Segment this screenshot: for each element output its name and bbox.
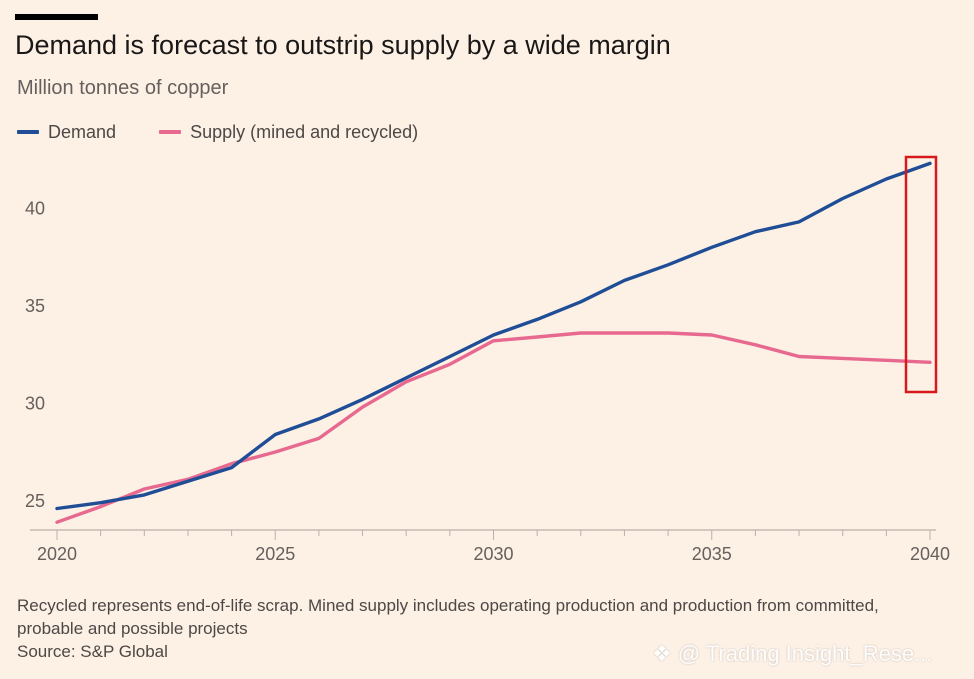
diamond-logo-icon: ❖ — [652, 641, 672, 666]
chart-footnote: Recycled represents end-of-life scrap. M… — [17, 596, 879, 638]
demand-line — [55, 161, 932, 511]
chart-axes: 2020 2025 2030 2035 2040 25 30 35 40 — [25, 198, 950, 564]
watermark: ❖ @ Trading Insight_Rese... — [652, 641, 932, 667]
legend-item-demand: Demand — [17, 122, 116, 143]
chart-title: Demand is forecast to outstrip supply by… — [15, 30, 671, 60]
supply-line — [55, 331, 932, 524]
y-tick-label: 25 — [25, 491, 45, 511]
legend: Demand Supply (mined and recycled) — [17, 118, 456, 143]
x-tick-label: 2025 — [255, 544, 295, 564]
legend-swatch-supply — [159, 130, 182, 134]
legend-item-supply: Supply (mined and recycled) — [159, 122, 418, 143]
legend-swatch-demand — [17, 130, 39, 134]
x-tick-label: 2020 — [37, 544, 77, 564]
chart-subtitle: Million tonnes of copper — [17, 77, 229, 99]
x-tick-label: 2040 — [910, 544, 950, 564]
legend-label-demand: Demand — [48, 121, 117, 142]
header-bar — [15, 14, 98, 20]
highlight-box — [904, 155, 938, 394]
watermark-text: @ Trading Insight_Rese... — [677, 641, 933, 666]
y-tick-label: 35 — [25, 296, 45, 316]
chart-series — [55, 161, 932, 524]
y-tick-label: 40 — [25, 198, 45, 218]
x-tick-label: 2030 — [473, 544, 513, 564]
chart-source: Source: S&P Global — [17, 642, 168, 661]
y-tick-label: 30 — [25, 393, 45, 413]
line-chart: 2020 2025 2030 2035 2040 25 30 35 40 — [25, 155, 950, 564]
x-tick-label: 2035 — [692, 544, 732, 564]
highlight-layer — [904, 155, 938, 394]
legend-label-supply: Supply (mined and recycled) — [190, 121, 419, 142]
